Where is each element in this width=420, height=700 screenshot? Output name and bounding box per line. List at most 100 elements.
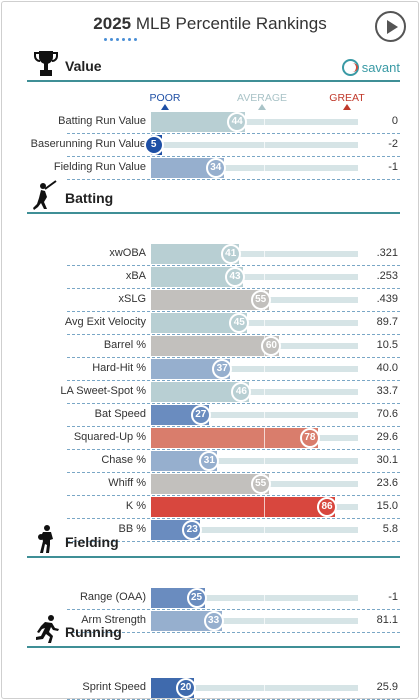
percentile-track: [151, 527, 358, 533]
metric-row[interactable]: LA Sweet-Spot % 46 33.7: [27, 381, 400, 404]
percentile-track: [151, 274, 358, 280]
metric-value: 25.9: [376, 681, 398, 693]
metric-row[interactable]: Whiff % 55 23.6: [27, 473, 400, 496]
percentile-badge[interactable]: 34: [205, 158, 226, 178]
metric-name: Whiff %: [108, 477, 146, 489]
percentile-badge[interactable]: 86: [317, 497, 338, 517]
metric-row[interactable]: Bat Speed 27 70.6: [27, 404, 400, 427]
metric-row[interactable]: Barrel % 60 10.5: [27, 335, 400, 358]
legend-great: GREAT: [317, 92, 377, 110]
percentile-badge[interactable]: 43: [225, 267, 246, 287]
average-line: [264, 520, 265, 540]
metric-value: 30.1: [376, 454, 398, 466]
percentile-badge[interactable]: 41: [220, 244, 241, 264]
percentile-bar: [151, 474, 269, 494]
metric-row[interactable]: Baserunning Run Value 5 -2: [27, 134, 400, 157]
legend-poor: POOR: [135, 92, 195, 110]
metric-value: 5.8: [382, 523, 398, 535]
percentile-badge[interactable]: 23: [182, 520, 203, 540]
percentile-bar: [151, 244, 239, 264]
percentile-badge[interactable]: 45: [229, 313, 250, 333]
row-divider: [67, 288, 400, 289]
percentile-track: [151, 320, 358, 326]
metric-name: Arm Strength: [81, 614, 146, 626]
section-header-batting: Batting: [27, 180, 400, 214]
percentile-track: [151, 685, 358, 691]
metric-value: 29.6: [376, 431, 398, 443]
section-title: Value: [65, 58, 102, 74]
metric-row[interactable]: Batting Run Value 44 0: [27, 111, 400, 134]
percentile-badge[interactable]: 31: [199, 451, 220, 471]
metric-row[interactable]: Arm Strength 33 81.1: [27, 610, 400, 633]
fielder-icon: [31, 524, 61, 554]
metric-row[interactable]: xSLG 55 .439: [27, 289, 400, 312]
average-line: [264, 267, 265, 287]
section-title: Batting: [65, 190, 114, 206]
percentile-badge[interactable]: 60: [261, 336, 282, 356]
metric-row[interactable]: Chase % 31 30.1: [27, 450, 400, 473]
metric-value: -2: [388, 138, 398, 150]
metric-row[interactable]: Fielding Run Value 34 -1: [27, 157, 400, 180]
percentile-bar: [151, 112, 246, 132]
percentile-badge[interactable]: 27: [190, 405, 211, 425]
percentile-badge[interactable]: 46: [231, 382, 252, 402]
row-divider: [67, 265, 400, 266]
metric-row[interactable]: BB % 23 5.8: [27, 519, 400, 542]
metric-row[interactable]: Sprint Speed 20 25.9: [27, 677, 400, 700]
percentile-badge[interactable]: 20: [175, 678, 196, 698]
percentile-badge[interactable]: 78: [299, 428, 320, 448]
average-line: [264, 451, 265, 471]
metric-value: 15.0: [376, 500, 398, 512]
metric-name: Batting Run Value: [58, 115, 146, 127]
percentile-badge[interactable]: 33: [203, 611, 224, 631]
metric-row[interactable]: Avg Exit Velocity 45 89.7: [27, 312, 400, 335]
metric-name: Fielding Run Value: [53, 161, 146, 173]
metric-row[interactable]: Squared-Up % 78 29.6: [27, 427, 400, 450]
metric-row[interactable]: xBA 43 .253: [27, 266, 400, 289]
metric-value: 89.7: [376, 316, 398, 328]
metric-value: 23.6: [376, 477, 398, 489]
percentile-badge[interactable]: 55: [250, 290, 271, 310]
percentile-bar: [151, 290, 269, 310]
percentile-track: [151, 412, 358, 418]
metric-value: .253: [376, 270, 398, 282]
metric-name: Avg Exit Velocity: [64, 316, 146, 328]
average-line: [264, 158, 265, 178]
metric-name: xSLG: [118, 293, 146, 305]
section-header-fielding: Fielding: [27, 524, 400, 558]
metric-name: BB %: [118, 523, 146, 535]
metric-value: 81.1: [376, 614, 398, 626]
metric-row[interactable]: xwOBA 41 .321: [27, 243, 400, 266]
row-divider: [67, 449, 400, 450]
section-title: Fielding: [65, 534, 119, 550]
legend-average-marker: [258, 104, 266, 110]
row-divider: [67, 518, 400, 519]
percentile-badge[interactable]: 25: [186, 588, 207, 608]
average-line: [264, 382, 265, 402]
legend-average-label: AVERAGE: [237, 92, 287, 104]
metric-name: LA Sweet-Spot %: [60, 385, 146, 397]
percentile-track: [151, 366, 358, 372]
percentile-badge[interactable]: 37: [212, 359, 233, 379]
savant-logo[interactable]: savant: [341, 59, 400, 76]
percentile-track: [151, 142, 358, 148]
row-divider: [67, 133, 400, 134]
title-text: MLB Percentile Rankings: [135, 14, 327, 33]
play-button[interactable]: [375, 11, 406, 42]
percentile-badge[interactable]: 5: [143, 135, 164, 155]
trophy-icon: [31, 48, 61, 78]
metric-row[interactable]: Hard-Hit % 37 40.0: [27, 358, 400, 381]
average-line: [264, 112, 265, 132]
metric-row[interactable]: K % 86 15.0: [27, 496, 400, 519]
metric-value: 0: [391, 115, 398, 127]
average-line: [264, 611, 265, 631]
metric-row[interactable]: Range (OAA) 25 -1: [27, 587, 400, 610]
percentile-badge[interactable]: 44: [227, 112, 248, 132]
percentile-badge[interactable]: 55: [250, 474, 271, 494]
average-line: [264, 244, 265, 264]
legend-poor-marker: [161, 104, 169, 110]
page-title: 2025 MLB Percentile Rankings: [0, 14, 420, 34]
row-divider: [67, 156, 400, 157]
row-divider: [67, 357, 400, 358]
